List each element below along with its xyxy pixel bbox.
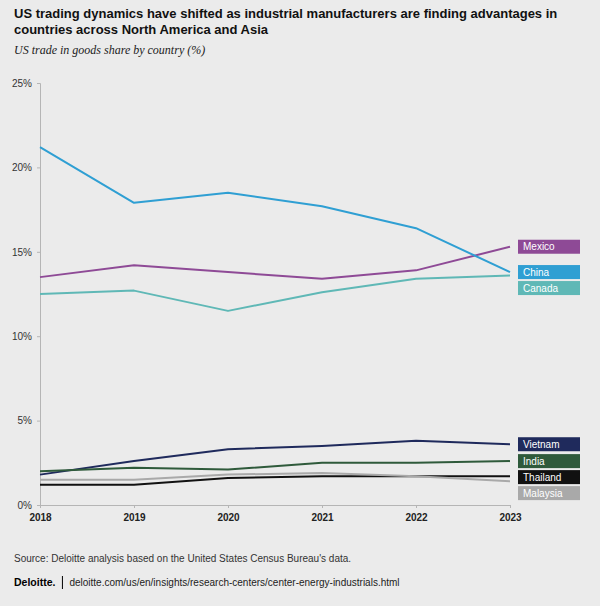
- tick-label: 10%: [12, 331, 32, 342]
- source: Source: Deloitte analysis based on the U…: [14, 553, 351, 564]
- legend-label: Thailand: [523, 472, 561, 483]
- legend-swatch: [518, 265, 580, 279]
- tick: 2021: [311, 505, 334, 523]
- tick-mark: [510, 505, 511, 508]
- footer-url: deloitte.com/us/en/insights/research-cen…: [69, 577, 399, 588]
- tick-mark: [37, 83, 40, 84]
- title: US trading dynamics have shifted as indu…: [14, 6, 557, 37]
- tick-mark: [37, 252, 40, 253]
- legend-swatch: [518, 454, 580, 468]
- footer-brand: Deloitte.: [14, 576, 56, 588]
- legend-swatch: [518, 281, 580, 295]
- tick-mark: [37, 421, 40, 422]
- tick: 2023: [499, 505, 522, 523]
- tick-label: 25%: [12, 78, 32, 89]
- tick-mark: [40, 505, 41, 508]
- tick-label: 2021: [311, 512, 334, 523]
- tick: 0%: [18, 500, 40, 511]
- legend-label: India: [523, 456, 545, 467]
- tick-label: 5%: [18, 415, 33, 426]
- tick-label: 20%: [12, 162, 32, 173]
- tick: 15%: [12, 247, 40, 258]
- plot-area: [40, 147, 510, 485]
- series-line: [40, 461, 510, 471]
- legend-label: Mexico: [523, 241, 555, 252]
- tick: 2020: [217, 505, 240, 523]
- tick-label: 2020: [217, 512, 240, 523]
- legend-label: China: [523, 267, 550, 278]
- series-line: [40, 247, 510, 279]
- tick-mark: [416, 505, 417, 508]
- legend-swatch: [518, 240, 580, 254]
- tick: 10%: [12, 331, 40, 342]
- legend-label: Malaysia: [523, 488, 563, 499]
- series-line: [40, 147, 510, 272]
- tick: 2019: [123, 505, 146, 523]
- tick: 20%: [12, 162, 40, 173]
- x-axis: 2018 2019 2020 2021 2022 2023: [29, 505, 522, 523]
- tick-label: 2022: [405, 512, 428, 523]
- footer-separator: [62, 576, 63, 589]
- tick-label: 2018: [29, 512, 52, 523]
- tick: 5%: [18, 415, 40, 426]
- tick-mark: [322, 505, 323, 508]
- legend-swatch: [518, 470, 580, 484]
- tick-label: 2023: [499, 512, 522, 523]
- legend-label: Vietnam: [523, 439, 560, 450]
- tick-label: 2019: [123, 512, 146, 523]
- subtitle: US trade in goods share by country (%): [14, 43, 205, 57]
- axis-line: [37, 84, 41, 506]
- tick-label: 15%: [12, 247, 32, 258]
- tick-mark: [134, 505, 135, 508]
- legend-label: Canada: [523, 283, 558, 294]
- tick-mark: [37, 167, 40, 168]
- legend-swatch: [518, 486, 580, 500]
- background: [0, 0, 600, 606]
- tick-mark: [37, 505, 40, 506]
- y-axis: 0% 5% 10% 15% 20% 25%: [12, 78, 41, 511]
- tick-mark: [228, 505, 229, 508]
- tick: 2018: [29, 505, 52, 523]
- legend: Mexico China Canada Vietnam India Thailand Mal…: [518, 240, 580, 500]
- series-line: [40, 275, 510, 310]
- tick-label: 0%: [18, 500, 33, 511]
- series-line: [40, 473, 510, 481]
- tick: 25%: [12, 78, 40, 89]
- tick-mark: [37, 336, 40, 337]
- legend-swatch: [518, 437, 580, 451]
- series-line: [40, 441, 510, 475]
- chart: US trading dynamics have shifted as indu…: [0, 0, 600, 606]
- tick: 2022: [405, 505, 428, 523]
- axis-line: [41, 506, 511, 509]
